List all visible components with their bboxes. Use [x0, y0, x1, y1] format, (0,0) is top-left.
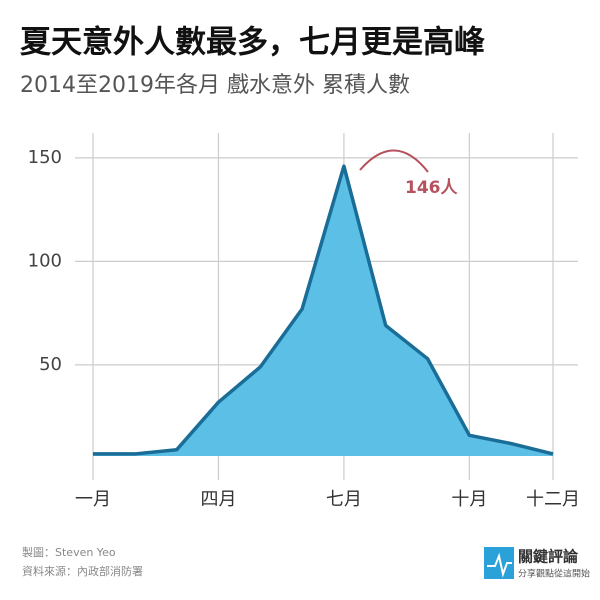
- area-fill: [93, 166, 553, 456]
- slogan: 分享觀點從這開始: [518, 568, 590, 580]
- chart-subtitle: 2014至2019年各月 戲水意外 累積人數: [20, 73, 410, 98]
- x-tick-label: 十月: [451, 489, 487, 510]
- brand: 關鍵評論: [518, 548, 579, 566]
- logo-pulse: [487, 552, 512, 578]
- x-tick-label: 十二月: [526, 489, 580, 510]
- chart-title: 夏天意外人數最多，七月更是高峰: [20, 25, 485, 61]
- x-tick-label: 一月: [75, 489, 111, 510]
- x-tick-label: 四月: [200, 489, 236, 510]
- source: 資料來源：內政部消防署: [22, 564, 143, 578]
- y-tick-label: 50: [39, 354, 62, 375]
- y-tick-label: 100: [28, 250, 62, 271]
- x-tick-label: 七月: [326, 489, 362, 510]
- area-line: [93, 164, 554, 456]
- credit: 製圖：Steven Yeo: [22, 545, 116, 559]
- annotation-arc: [359, 149, 429, 173]
- annotation: 146人: [405, 178, 458, 198]
- y-tick-label: 150: [28, 147, 62, 168]
